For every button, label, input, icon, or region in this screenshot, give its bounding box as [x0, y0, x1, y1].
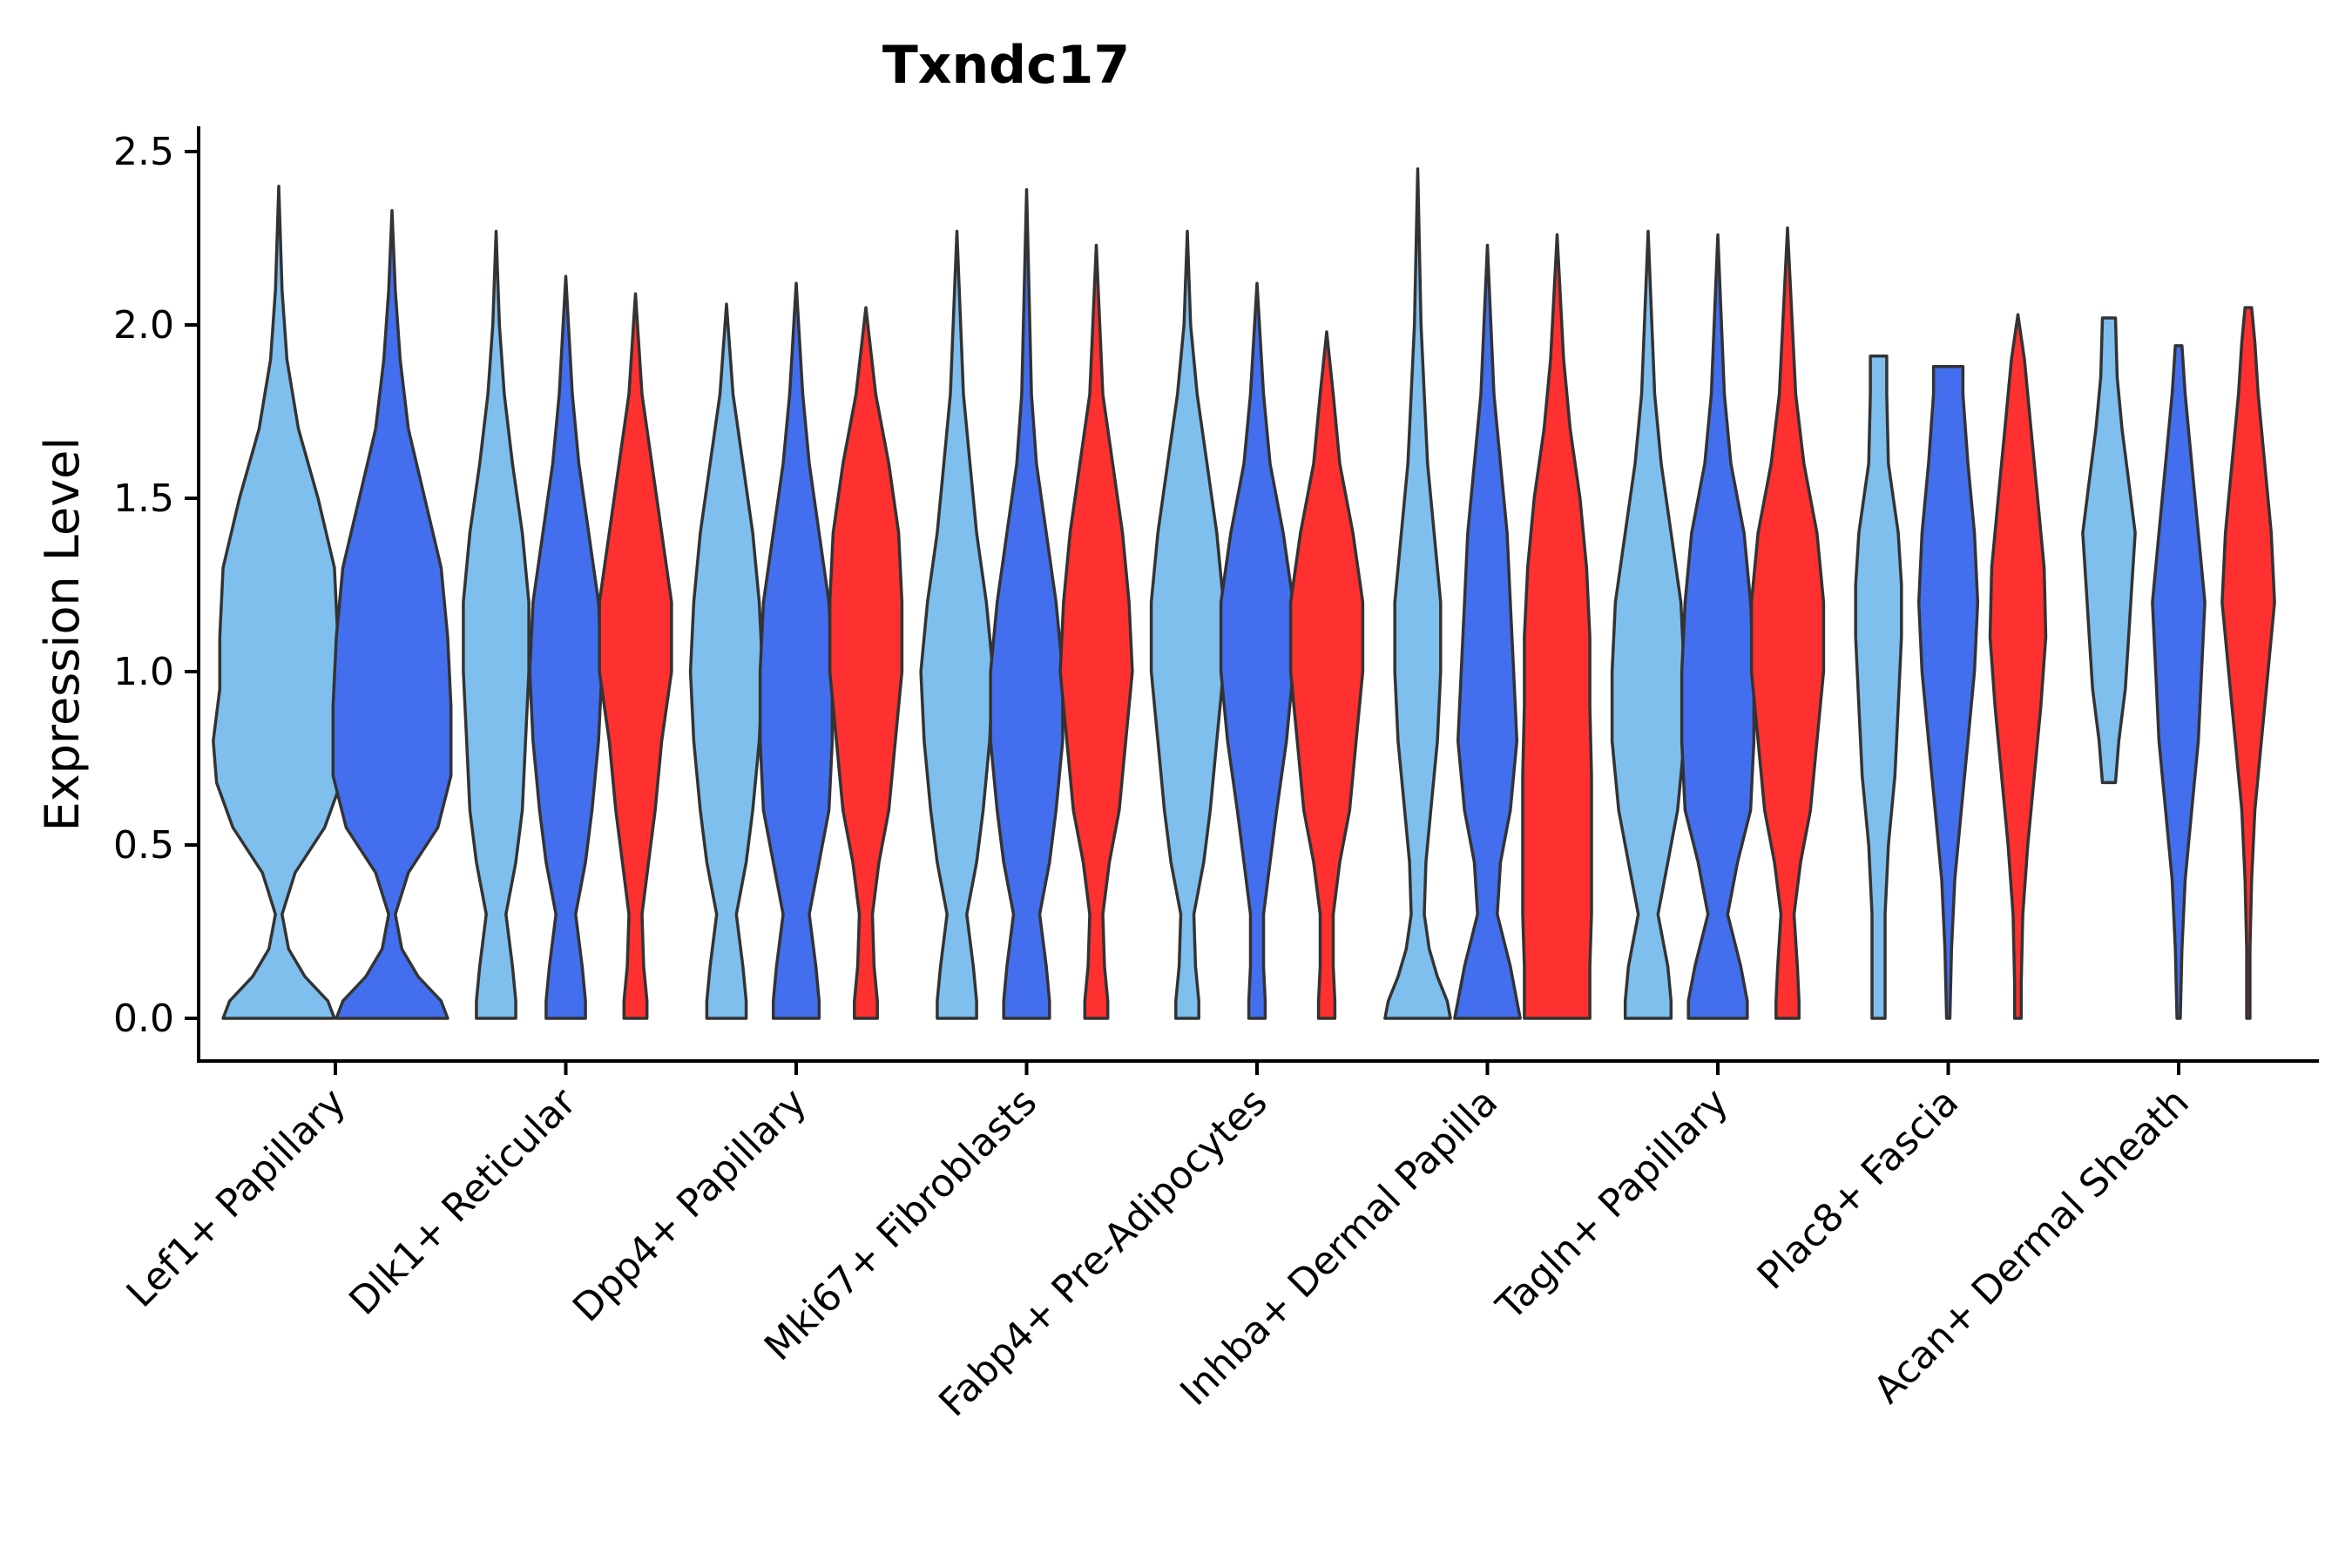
y-tick-label: 1.0 [113, 650, 174, 694]
violin-acan-dermal-sheath-blue [2151, 344, 2207, 1020]
y-axis-label: Expression Level [35, 437, 90, 832]
violin-dpp4-papillary-red [828, 306, 904, 1020]
violin-acan-dermal-sheath-red [2220, 306, 2276, 1020]
violin-fabp4-pre-adipocytes-light [1149, 229, 1226, 1020]
violin-tagln-papillary-blue [1680, 233, 1756, 1020]
y-tick-label: 2.0 [113, 303, 174, 348]
y-ticks-group: 0.0 0.5 1.0 1.5 2.0 2.5 [113, 130, 199, 1041]
violin-plac8-fascia-red [1988, 313, 2048, 1020]
violin-mki67-fibroblasts-red [1058, 243, 1134, 1020]
violin-plac8-fascia-blue [1916, 365, 1980, 1020]
violin-acan-dermal-sheath-light [2081, 316, 2137, 785]
y-tick-label: 2.5 [113, 130, 174, 174]
violin-dpp4-papillary-light [688, 302, 765, 1020]
y-tick-label: 0.5 [113, 823, 174, 868]
violin-tagln-papillary-red [1749, 226, 1826, 1020]
violin-inhba-dermal-papilla-red [1521, 233, 1593, 1020]
violins-group [212, 167, 2276, 1020]
y-tick-label: 1.5 [113, 476, 174, 521]
violin-lef1-papillary-light [212, 185, 346, 1020]
violin-dlk1-reticular-red [598, 292, 673, 1020]
violin-mki67-fibroblasts-blue [989, 188, 1064, 1020]
x-tick-label: Plac8+ Fascia [1749, 1080, 1968, 1299]
x-tick-label: Dlk1+ Reticular [341, 1079, 585, 1324]
violin-inhba-dermal-papilla-light [1383, 167, 1452, 1020]
x-tick-label: Lef1+ Papillary [118, 1080, 355, 1316]
chart-title: Txndc17 [882, 35, 1130, 96]
violin-tagln-papillary-light [1610, 229, 1686, 1020]
violin-dlk1-reticular-light [462, 229, 531, 1020]
violin-lef1-papillary-blue [331, 208, 453, 1020]
violin-mki67-fibroblasts-light [919, 229, 995, 1020]
x-tick-label: Dpp4+ Papillary [564, 1080, 815, 1331]
y-tick-label: 0.0 [113, 997, 174, 1041]
violin-plac8-fascia-light [1854, 355, 1903, 1020]
violin-fabp4-pre-adipocytes-blue [1219, 281, 1295, 1020]
violin-dlk1-reticular-blue [528, 274, 604, 1020]
violin-inhba-dermal-papilla-blue [1453, 243, 1522, 1020]
violin-fabp4-pre-adipocytes-red [1288, 330, 1365, 1020]
x-tick-label: Tagln+ Papillary [1488, 1080, 1737, 1329]
violin-dpp4-papillary-blue [758, 281, 835, 1020]
